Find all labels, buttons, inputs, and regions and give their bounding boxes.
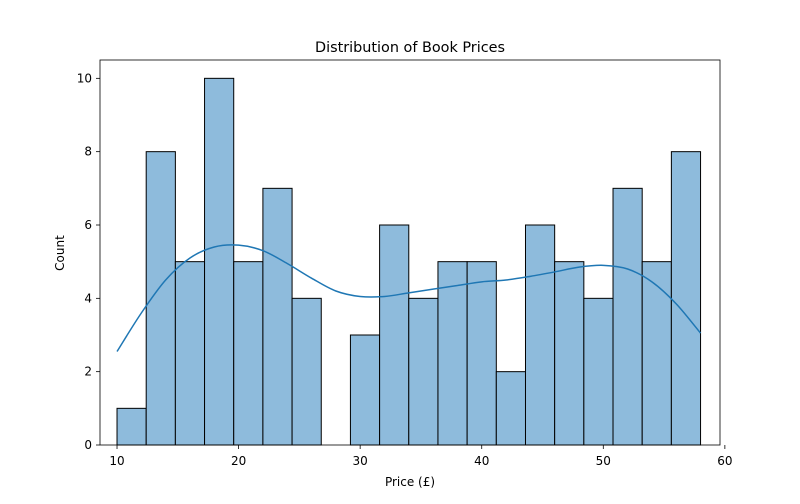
histogram-bar (174, 261, 206, 446)
histogram-bar (145, 151, 176, 446)
histogram-bar (349, 334, 381, 446)
y-tick-label: 10 (77, 71, 92, 85)
histogram-bar (524, 224, 556, 446)
y-tick-label: 6 (84, 218, 92, 232)
kde-curve (116, 244, 702, 352)
histogram-bar (291, 297, 322, 446)
histogram-bar (466, 261, 497, 446)
y-axis-label: Count (53, 235, 67, 271)
histogram-bar (262, 187, 293, 446)
histogram-bar (379, 224, 410, 446)
x-tick-label: 30 (353, 454, 368, 468)
histogram-bar (233, 261, 264, 446)
y-tick-label: 2 (84, 365, 92, 379)
axes-frame (99, 59, 721, 446)
x-tick-label: 40 (474, 454, 489, 468)
x-tick-label: 60 (717, 454, 732, 468)
histogram-bar (583, 297, 614, 446)
y-tick-label: 4 (84, 291, 92, 305)
x-axis-ticks: 10 20 30 40 50 60 (109, 445, 733, 468)
histogram-bar (612, 187, 643, 446)
y-axis-ticks: 0 2 4 6 8 10 (77, 71, 100, 452)
x-tick-label: 20 (231, 454, 246, 468)
histogram-bar (408, 297, 439, 446)
histogram-bar (554, 261, 585, 446)
x-tick-label: 50 (596, 454, 611, 468)
histogram-bar (495, 371, 526, 446)
histogram-bar (116, 407, 147, 446)
histogram-bar (204, 77, 235, 446)
y-tick-label: 8 (84, 145, 92, 159)
x-tick-label: 10 (109, 454, 124, 468)
chart-title: Distribution of Book Prices (315, 40, 505, 56)
y-tick-label: 0 (84, 438, 92, 452)
histogram-bar (670, 151, 702, 446)
bars-group (116, 77, 702, 446)
x-axis-label: Price (£) (385, 475, 435, 489)
histogram-bar (641, 261, 672, 446)
histogram-bar (437, 261, 468, 446)
